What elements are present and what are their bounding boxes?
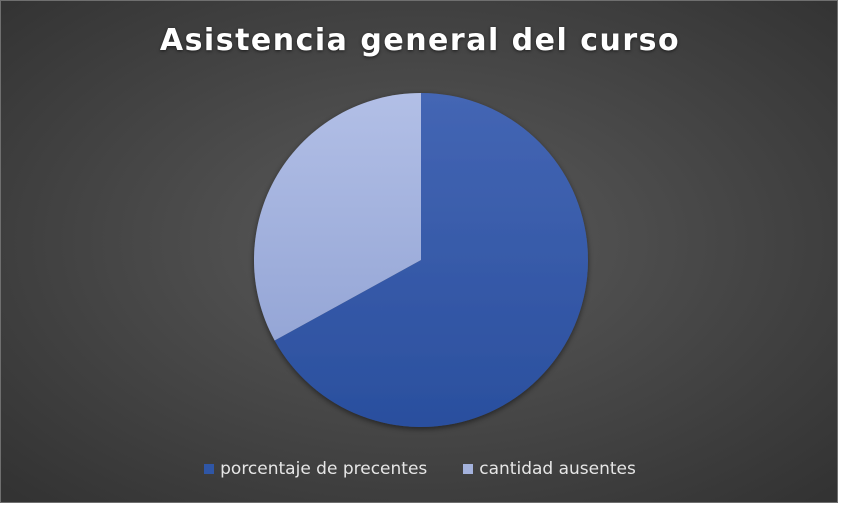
legend-label: porcentaje de precentes [220,459,428,479]
legend-item-presentes: porcentaje de precentes [204,459,427,479]
legend-swatch [204,464,215,474]
pie-slice-1 [254,92,421,341]
chart-title: Asistencia general del curso [159,23,681,58]
pie-slice-0 [274,92,589,427]
chart-legend: porcentaje de precentes cantidad ausente… [1,459,837,479]
legend-item-ausentes: cantidad ausentes [463,459,636,479]
legend-label: cantidad ausentes [479,459,636,479]
legend-swatch [463,464,474,474]
